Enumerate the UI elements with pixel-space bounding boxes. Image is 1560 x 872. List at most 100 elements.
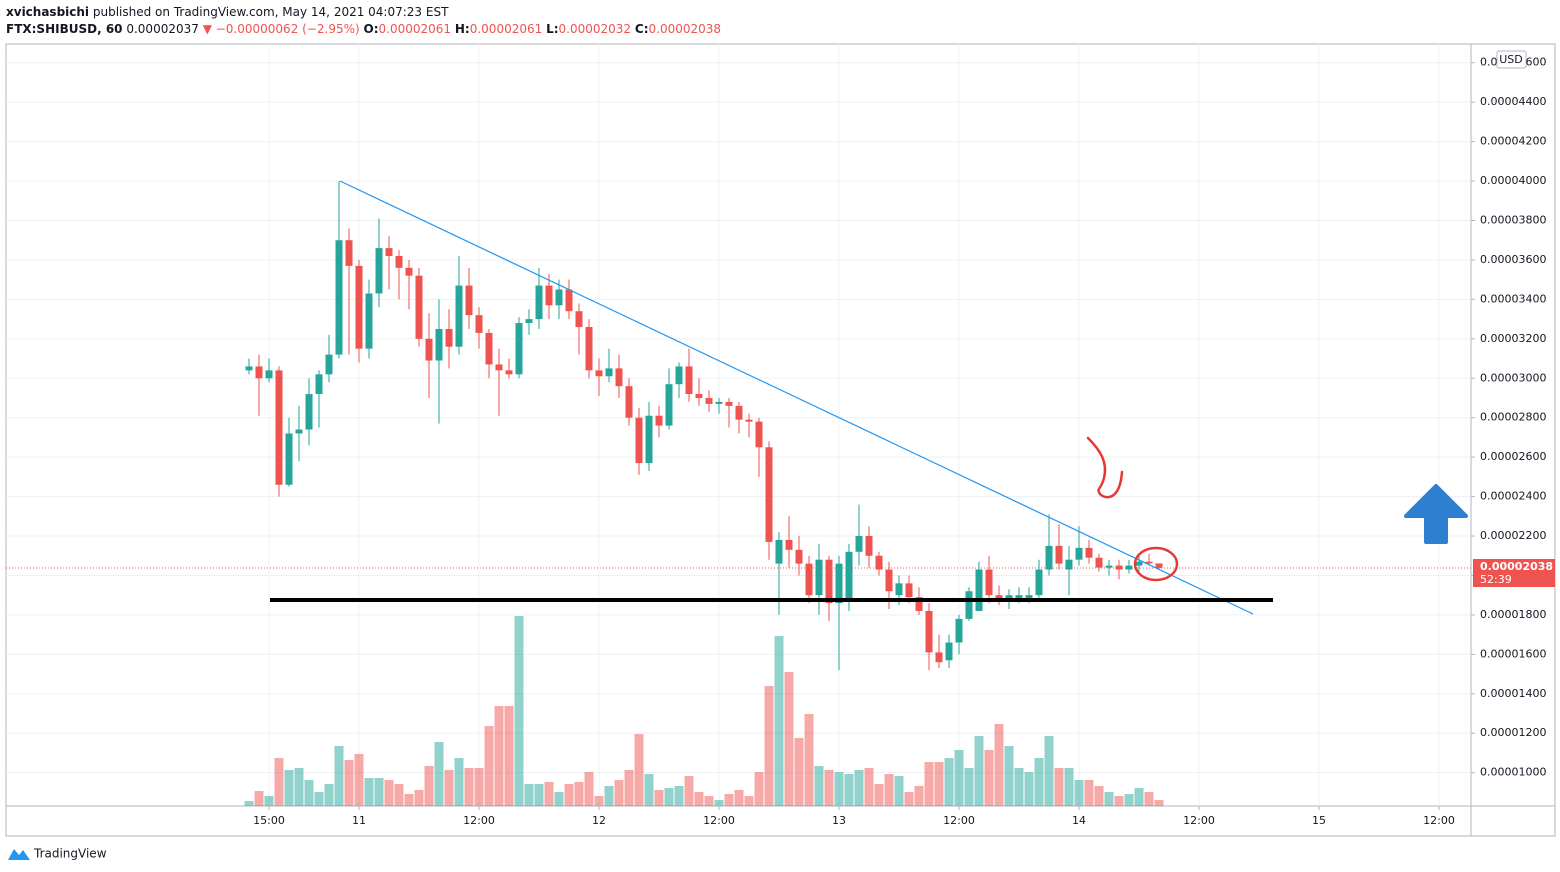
candle-body — [665, 384, 673, 426]
ohlc-value: 0.00002038 — [649, 22, 722, 36]
volume-bar — [464, 768, 474, 806]
logo: TradingView — [8, 847, 107, 861]
candle-body — [1045, 545, 1053, 570]
volume-bar — [994, 724, 1004, 806]
chart-frame — [5, 43, 1556, 837]
candle-body — [885, 569, 893, 592]
candle-body — [675, 366, 683, 385]
y-tick-label: 0.00002800 — [1480, 411, 1546, 424]
candle-body — [325, 354, 333, 375]
candle-body — [1065, 559, 1073, 570]
x-tick-label: 15 — [1312, 814, 1326, 827]
volume-bar — [864, 768, 874, 806]
candle-body — [1135, 561, 1143, 566]
volume-bar — [734, 790, 744, 806]
volume-bar — [614, 780, 624, 806]
volume-bar — [674, 786, 684, 806]
x-tick-label: 11 — [352, 814, 366, 827]
volume-bar — [314, 792, 324, 806]
candle-body — [355, 265, 363, 349]
candle-body — [815, 559, 823, 596]
volume-bar — [574, 782, 584, 806]
volume-bar — [664, 788, 674, 806]
candle-body — [1125, 565, 1133, 570]
candle-body — [1035, 569, 1043, 596]
annotation-circle — [1133, 546, 1179, 582]
header-line: xvichasbichi published on TradingView.co… — [6, 5, 449, 19]
volume-bar — [484, 726, 494, 806]
x-tick-label: 12:00 — [1183, 814, 1215, 827]
y-tick-label: 0.00003800 — [1480, 213, 1546, 226]
volume-bar — [334, 746, 344, 806]
candle-body — [905, 583, 913, 598]
candle-body — [1095, 557, 1103, 568]
y-tick-label: 0.00001600 — [1480, 647, 1546, 660]
candle-body — [855, 536, 863, 552]
price-tag — [1473, 559, 1555, 587]
candle-body — [955, 618, 963, 643]
candle-body — [555, 289, 563, 306]
volume-bar — [644, 774, 654, 806]
volume-bar — [704, 796, 714, 806]
volume-bar — [1104, 792, 1114, 806]
candle-body — [1115, 565, 1123, 570]
drawings — [270, 180, 1468, 615]
ohlc-label: H: — [455, 22, 470, 36]
candle-body — [1155, 563, 1163, 568]
candle-body — [775, 539, 783, 564]
candle-body — [445, 328, 453, 347]
logo-icon — [8, 849, 30, 860]
volume-bar — [624, 770, 634, 806]
volume-bar — [1024, 772, 1034, 806]
candle-body — [605, 368, 613, 377]
volume-bar — [814, 766, 824, 806]
volume-bar — [744, 796, 754, 806]
x-tick-label: 12:00 — [943, 814, 975, 827]
volume-bar — [264, 796, 274, 806]
candle-body — [435, 328, 443, 361]
logo-text: TradingView — [33, 847, 107, 861]
x-tick-label: 15:00 — [253, 814, 285, 827]
x-tick-label: 12 — [592, 814, 606, 827]
y-tick-label: 0.00004000 — [1480, 174, 1546, 187]
candle-body — [485, 332, 493, 365]
candle-body — [695, 394, 703, 398]
volume-bar — [324, 784, 334, 806]
volume-bar — [1014, 768, 1024, 806]
volume-bar — [474, 768, 484, 806]
volume-layer — [244, 616, 1164, 806]
candle-body — [585, 326, 593, 371]
volume-bar — [824, 770, 834, 806]
ohlc-label: O: — [364, 22, 379, 36]
trend-line — [339, 180, 1254, 615]
candle-body — [895, 583, 903, 596]
candle-body — [975, 569, 983, 611]
candle-body — [915, 597, 923, 611]
volume-bar — [754, 772, 764, 806]
volume-bar — [804, 714, 814, 806]
price-change: ▼ −0.00000062 (−2.95%) — [203, 22, 360, 36]
volume-bar — [584, 772, 594, 806]
candle-layer — [245, 181, 1163, 671]
y-tick-label: 0.00003200 — [1480, 332, 1546, 345]
volume-bar — [444, 770, 454, 806]
candle-body — [315, 374, 323, 395]
candle-body — [1085, 547, 1093, 558]
y-tick-label: 0.00001200 — [1480, 726, 1546, 739]
candle-body — [245, 366, 253, 371]
candle-body — [375, 248, 383, 294]
candle-body — [625, 386, 633, 418]
x-tick-label: 12:00 — [463, 814, 495, 827]
candle-body — [565, 289, 573, 312]
candle-body — [785, 539, 793, 550]
volume-bar — [934, 762, 944, 806]
candle-body — [275, 370, 283, 485]
price-tag-value: 0.00002038 — [1480, 560, 1553, 573]
candle-body — [645, 415, 653, 464]
candle-body — [1055, 545, 1063, 564]
candle-body — [755, 421, 763, 448]
volume-bar — [1064, 768, 1074, 806]
y-tick-label: 0.00003600 — [1480, 253, 1546, 266]
last-price: 0.00002037 — [126, 22, 199, 36]
volume-bar — [274, 758, 284, 806]
